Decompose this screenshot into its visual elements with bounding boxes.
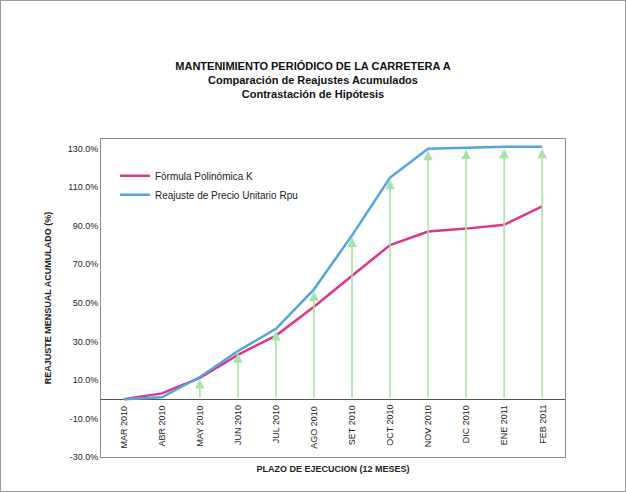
svg-text:30.0%: 30.0%	[73, 337, 99, 347]
svg-text:AGO 2010: AGO 2010	[309, 406, 319, 449]
svg-text:REAJUSTE MENSUAL ACUMULADO (%): REAJUSTE MENSUAL ACUMULADO (%)	[43, 212, 53, 385]
svg-text:10.0%: 10.0%	[73, 375, 99, 385]
svg-text:-10.0%: -10.0%	[70, 414, 99, 424]
svg-text:ABR 2010: ABR 2010	[157, 405, 167, 446]
svg-text:110.0%: 110.0%	[68, 182, 98, 192]
svg-text:MANTENIMIENTO PERIÓDICO DE LA: MANTENIMIENTO PERIÓDICO DE LA CARRETERA …	[175, 60, 450, 101]
svg-text:130.0%: 130.0%	[68, 144, 99, 154]
svg-text:JUL 2010: JUL 2010	[271, 405, 281, 443]
svg-text:DIC 2010: DIC 2010	[461, 405, 471, 443]
svg-text:SET 2010: SET 2010	[347, 405, 357, 445]
svg-text:ENE 2011: ENE 2011	[499, 405, 509, 445]
svg-text:50.0%: 50.0%	[73, 298, 99, 308]
svg-text:90.0%: 90.0%	[73, 221, 99, 231]
svg-text:JUN 2010: JUN 2010	[233, 405, 243, 445]
svg-text:-30.0%: -30.0%	[70, 452, 99, 462]
svg-text:Reajuste de Precio Unitario Rp: Reajuste de Precio Unitario Rpu	[155, 190, 298, 201]
svg-text:MAY 2010: MAY 2010	[195, 405, 205, 446]
svg-text:NOV 2010: NOV 2010	[423, 405, 433, 447]
svg-text:MAR 2010: MAR 2010	[119, 406, 129, 449]
svg-text:OCT 2010: OCT 2010	[385, 404, 395, 445]
svg-text:FEB 2011: FEB 2011	[538, 405, 548, 444]
svg-text:70.0%: 70.0%	[73, 259, 99, 269]
svg-text:PLAZO DE EJECUCION (12 MESES): PLAZO DE EJECUCION (12 MESES)	[256, 464, 409, 474]
svg-text:Fórmula Polinómica K: Fórmula Polinómica K	[155, 171, 253, 182]
